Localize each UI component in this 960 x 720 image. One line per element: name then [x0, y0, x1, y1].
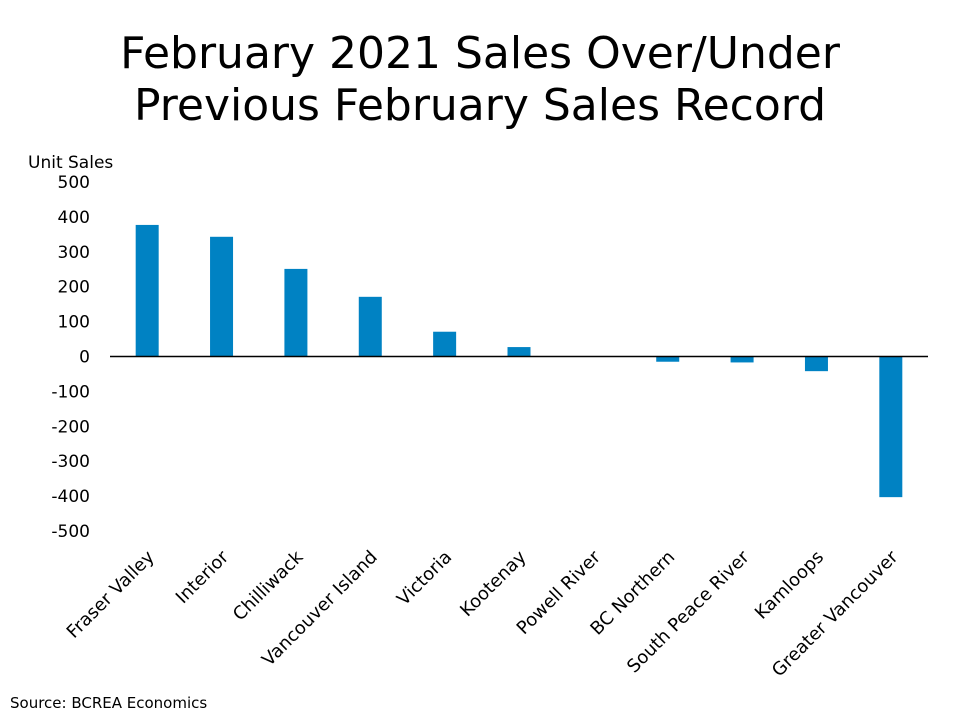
y-axis-ticks: 500 400 300 200 100 0 -100 -200 -300 -400 -500 — [51, 173, 90, 542]
bars — [135, 224, 903, 498]
bar-kamloops — [804, 356, 828, 372]
source-note: Source: BCREA Economics — [10, 694, 208, 712]
y-tick-label: 100 — [58, 313, 90, 333]
chart-title-line-2: Previous February Sales Record — [133, 80, 826, 131]
bar-chilliwack — [284, 268, 308, 357]
y-tick-label: -400 — [51, 487, 90, 507]
y-tick-label: 200 — [58, 278, 90, 298]
bar-kootenay — [507, 347, 531, 357]
chart-title: February 2021 Sales Over/Under Previous … — [0, 28, 960, 132]
bar-greater-vancouver — [879, 356, 903, 498]
category-label: Chilliwack — [229, 546, 308, 625]
category-labels: Fraser Valley InteriorChilliwackVancouver… — [63, 546, 903, 681]
y-tick-label: -500 — [51, 522, 90, 542]
y-tick-label: 300 — [58, 243, 90, 263]
bar-vancouver-island — [358, 296, 382, 357]
y-tick-label: 400 — [58, 208, 90, 228]
bar-victoria — [433, 331, 457, 357]
category-label: Kootenay — [456, 546, 531, 621]
category-label: Greater Vancouver — [768, 546, 903, 681]
y-tick-label: -300 — [51, 452, 90, 472]
category-label: Kamloops — [751, 547, 828, 624]
y-tick-label: 500 — [58, 173, 90, 193]
bar-south-peace-river — [730, 356, 754, 363]
y-tick-label: 0 — [79, 348, 90, 368]
category-label: South Peace River — [623, 546, 754, 677]
y-tick-label: -200 — [51, 417, 90, 437]
bar-bc-northern — [656, 356, 680, 362]
y-axis-label: Unit Sales — [28, 153, 113, 173]
bar-fraser-valley — [135, 224, 159, 357]
category-label: Victoria — [393, 547, 456, 610]
category-label: Interior — [172, 546, 234, 608]
chart-title-line-1: February 2021 Sales Over/Under — [120, 28, 840, 79]
y-tick-label: -100 — [51, 382, 90, 402]
category-label: Fraser Valley — [63, 546, 159, 642]
bar-interior — [210, 236, 234, 357]
